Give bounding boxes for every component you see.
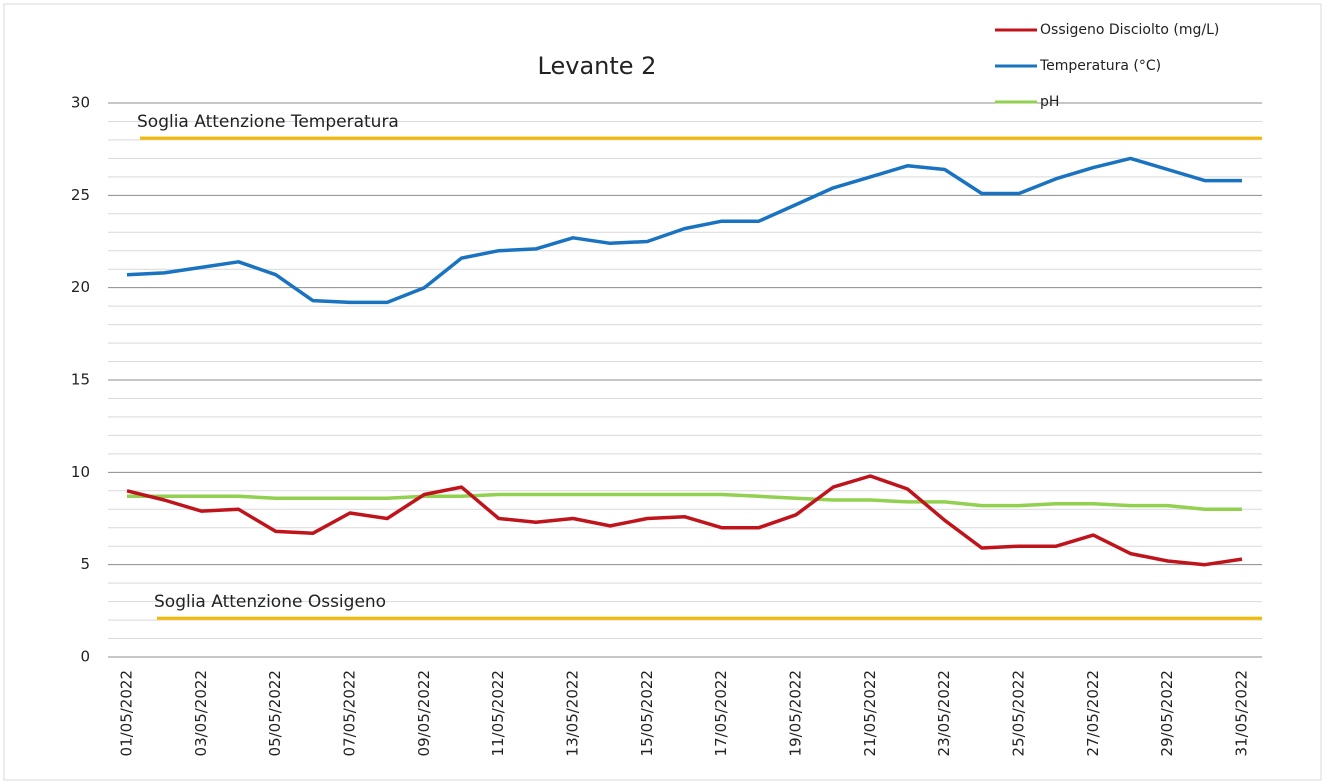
x-tick-label: 23/05/2022	[935, 670, 953, 756]
x-tick-label: 07/05/2022	[341, 670, 359, 756]
legend-label: pH	[1040, 94, 1059, 110]
x-tick-label: 01/05/2022	[118, 670, 136, 756]
threshold-label: Soglia Attenzione Ossigeno	[154, 592, 386, 612]
x-tick-label: 29/05/2022	[1158, 670, 1176, 756]
series-line	[126, 156, 1242, 305]
y-tick-label: 15	[71, 371, 90, 389]
x-tick-label: 17/05/2022	[712, 670, 730, 756]
series-line	[127, 492, 1242, 512]
chart-title: Levante 2	[538, 52, 657, 80]
chart-border	[3, 3, 1322, 781]
y-tick-label: 20	[71, 278, 90, 296]
x-tick-label: 25/05/2022	[1010, 670, 1028, 756]
y-tick-label: 30	[71, 94, 90, 112]
x-tick-label: 21/05/2022	[861, 670, 879, 756]
x-tick-label: 15/05/2022	[638, 670, 656, 756]
x-tick-label: 09/05/2022	[415, 670, 433, 756]
y-tick-label: 5	[80, 555, 90, 573]
legend-label: Temperatura (°C)	[1039, 58, 1161, 74]
legend-label: Ossigeno Disciolto (mg/L)	[1040, 22, 1219, 38]
y-tick-label: 0	[80, 648, 90, 666]
y-tick-label: 10	[71, 463, 90, 481]
x-tick-label: 31/05/2022	[1233, 670, 1251, 756]
x-tick-label: 11/05/2022	[489, 670, 507, 756]
y-tick-label: 25	[71, 186, 90, 204]
x-tick-label: 03/05/2022	[192, 670, 210, 756]
x-tick-label: 05/05/2022	[266, 670, 284, 756]
x-tick-label: 27/05/2022	[1084, 670, 1102, 756]
x-tick-label: 13/05/2022	[564, 670, 582, 756]
threshold-label: Soglia Attenzione Temperatura	[137, 112, 399, 132]
x-tick-label: 19/05/2022	[787, 670, 805, 756]
series-line	[126, 474, 1243, 567]
